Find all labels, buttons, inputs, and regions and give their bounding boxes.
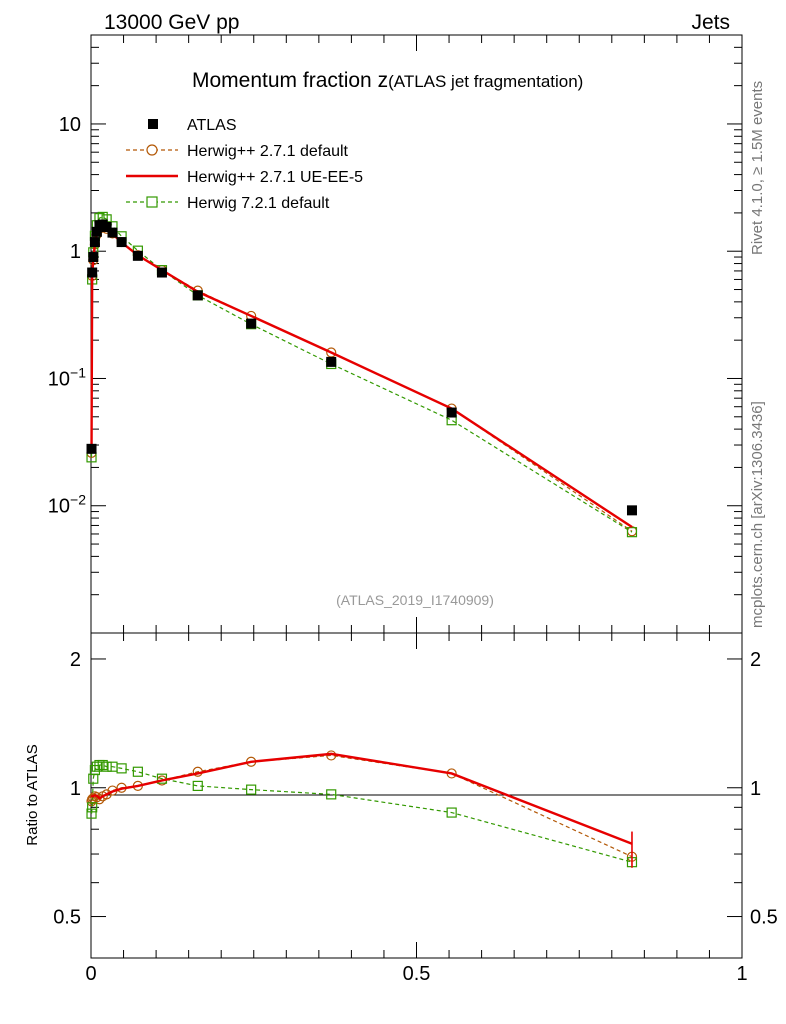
main-herwig-7-2-1-default-line: [90, 216, 633, 533]
xtick-label: 1: [736, 963, 747, 985]
legend-item-herwig-2-7-1-ue-ee-5: Herwig++ 2.7.1 UE-EE-5: [126, 169, 363, 186]
mcplots-label: mcplots.cern.ch [arXiv:1306.3436]: [749, 401, 766, 628]
ratio-herwig-7-2-1-default-marker: [326, 789, 337, 800]
legend-label: Herwig++ 2.7.1 default: [187, 143, 349, 160]
ratio-herwig-7-2-1-default-marker: [246, 784, 257, 795]
legend-marker: [146, 196, 158, 208]
ratio-ytick-label-left: 2: [70, 649, 81, 671]
main-ytick-label: 10−2: [48, 492, 86, 518]
header-right: Jets: [691, 11, 730, 34]
ratio-herwig-7-2-1-default-marker: [101, 761, 112, 772]
ratio-herwig-7-2-1-default-marker: [86, 808, 97, 819]
ratio-herwig-7-2-1-default-marker: [116, 763, 127, 774]
main-ytick-label: 10−1: [48, 364, 86, 390]
legend-item-herwig-2-7-1-default: Herwig++ 2.7.1 default: [126, 143, 349, 160]
main-atlas-point: [101, 221, 112, 232]
main-ytick-label: 10: [59, 114, 81, 136]
plot-title: Momentum fraction z(ATLAS jet fragmentat…: [192, 69, 583, 92]
main-atlas-point: [626, 505, 637, 516]
ratio-herwig-7-2-1-default-marker: [132, 766, 143, 777]
legend-item-herwig-7-2-1-default: Herwig 7.2.1 default: [126, 195, 330, 212]
main-atlas-point: [116, 237, 127, 248]
ratio-ytick-label-right: 0.5: [750, 907, 778, 929]
main-ytick-label: 1: [70, 241, 81, 263]
ratio-ytick-label-right: 1: [750, 778, 761, 800]
legend-label: Herwig++ 2.7.1 UE-EE-5: [187, 169, 363, 186]
main-herwig-2-7-1-ue-ee-5-line: [90, 225, 633, 529]
main-atlas-point: [87, 267, 98, 278]
main-atlas-point: [326, 356, 337, 367]
main-atlas-point: [246, 318, 257, 329]
header-left: 13000 GeV pp: [104, 11, 239, 34]
main-herwig-2-7-1-default-line: [90, 226, 633, 532]
main-atlas-point: [156, 267, 167, 278]
main-atlas-point: [91, 226, 102, 237]
ratio-ytick-label-left: 0.5: [53, 907, 81, 929]
legend-item-atlas: ATLAS: [148, 117, 237, 134]
xtick-label: 0: [85, 963, 96, 985]
ratio-ytick-label-left: 1: [70, 778, 81, 800]
ratio-herwig-2-7-1-default-marker: [94, 794, 105, 805]
main-atlas-point: [107, 227, 118, 238]
plot-title-main: Momentum fraction z: [192, 69, 388, 92]
legend: ATLAS Herwig++ 2.7.1 default Herwig++ 2.7.…: [126, 117, 363, 212]
main-atlas-point: [86, 443, 97, 454]
main-atlas-point: [192, 290, 203, 301]
main-atlas-point: [89, 237, 100, 248]
ratio-herwig-2-7-1-default-line: [90, 754, 633, 858]
main-plot: 10 1 10−1 10−2 Momentum fraction z(ATLAS je…: [48, 34, 743, 634]
main-atlas-point: [446, 407, 457, 418]
ratio-ylabel: Ratio to ATLAS: [24, 744, 41, 845]
ratio-plot: 2 2 1 1 0.5 0.5 0 0.5 1 Ratio to ATLAS: [24, 632, 778, 985]
ratio-herwig-7-2-1-default-marker: [87, 802, 98, 813]
ratio-herwig-7-2-1-default-marker: [192, 780, 203, 792]
legend-marker: [148, 119, 158, 129]
ratio-herwig-7-2-1-default-marker: [91, 761, 102, 772]
ratio-herwig-2-7-1-ue-ee-5-line: [90, 752, 633, 845]
ratio-ytick-label-right: 2: [750, 649, 761, 671]
plot-title-sub: (ATLAS jet fragmentation): [388, 72, 583, 91]
legend-marker: [146, 144, 158, 156]
main-atlas-point: [88, 252, 99, 263]
main-herwig-7-2-1-default-marker: [626, 527, 638, 538]
legend-label: Herwig 7.2.1 default: [187, 195, 330, 212]
xtick-label: 0.5: [403, 963, 431, 985]
rivet-label: Rivet 4.1.0, ≥ 1.5M events: [749, 81, 766, 255]
main-atlas-point: [132, 250, 143, 261]
ratio-herwig-7-2-1-default-line: [90, 764, 633, 863]
legend-label: ATLAS: [187, 117, 237, 134]
analysis-id: (ATLAS_2019_I1740909): [336, 592, 494, 608]
ratio-herwig-7-2-1-default-marker: [446, 807, 457, 818]
